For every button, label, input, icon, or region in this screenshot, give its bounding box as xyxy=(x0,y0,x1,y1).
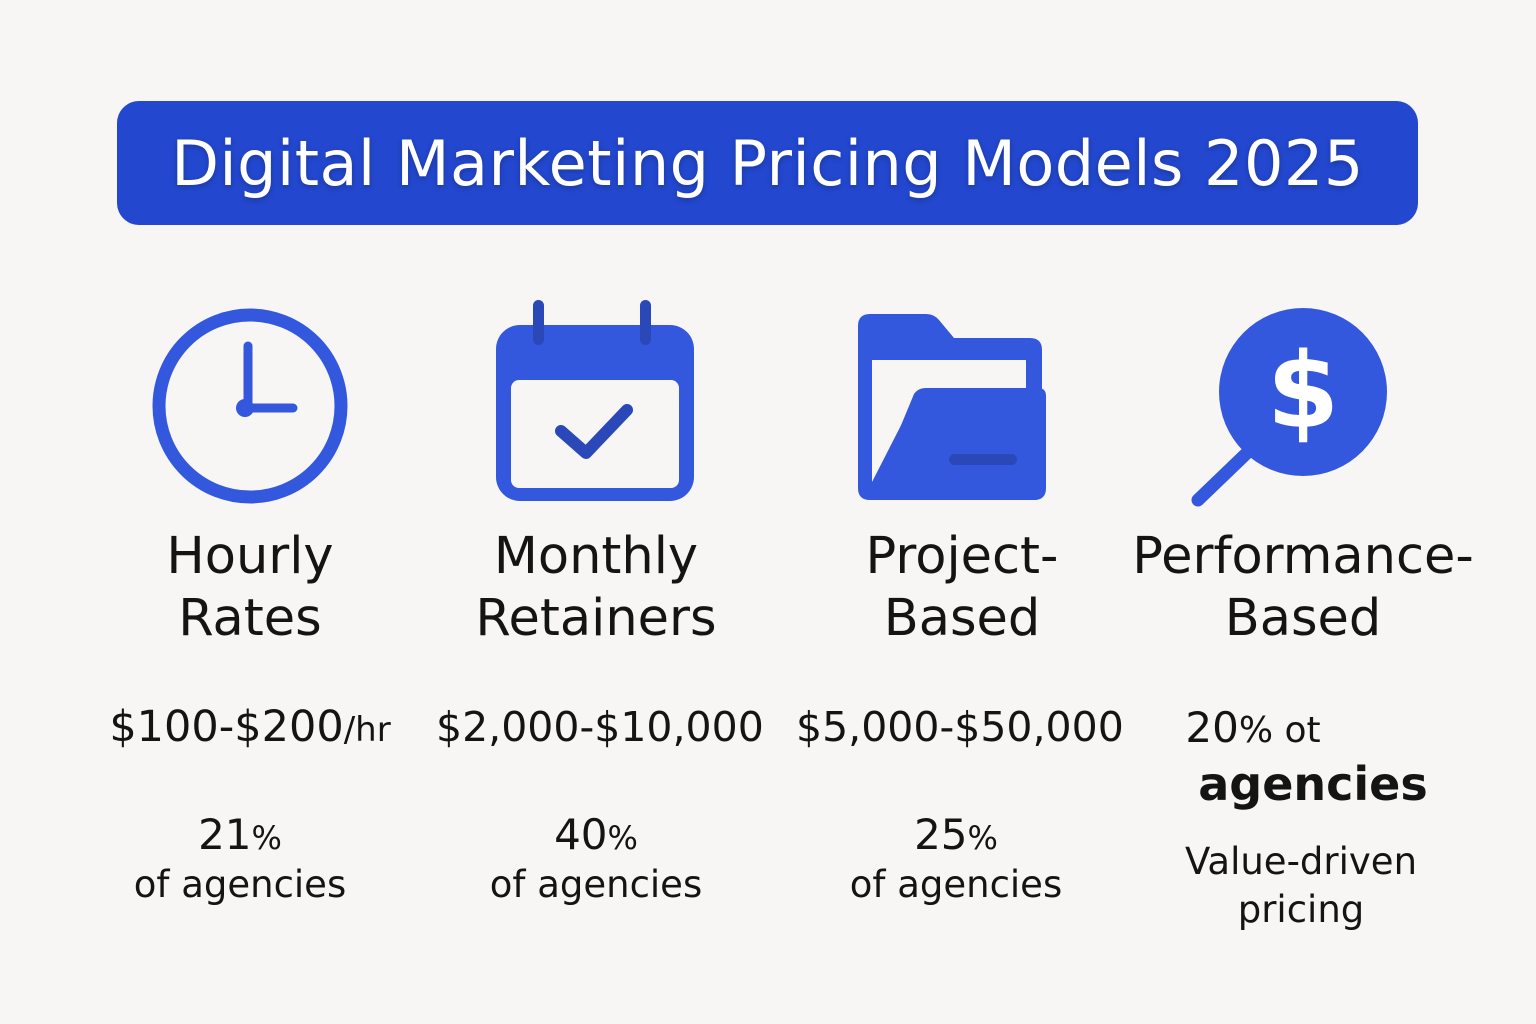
share-label: of agencies xyxy=(133,863,347,906)
price-value: $2,000-$10,000 xyxy=(436,703,764,751)
share-percent: % xyxy=(251,819,282,857)
model-name-line1: Performance- xyxy=(1132,527,1474,586)
model-project: Project- Based $5,000-$50,000 25% of age… xyxy=(796,290,1124,990)
agency-share: 40% xyxy=(436,810,756,863)
share-number: 20 xyxy=(1185,703,1239,752)
model-name-line1: Project- xyxy=(865,527,1059,586)
calendar-check-icon xyxy=(436,290,756,520)
model-name: Performance- Based xyxy=(1130,526,1476,650)
title-banner: Digital Marketing Pricing Models 2025 xyxy=(117,101,1418,225)
model-name: Hourly Rates xyxy=(90,526,410,650)
note-line1: Value-driven xyxy=(1184,840,1418,883)
page-title: Digital Marketing Pricing Models 2025 xyxy=(171,126,1364,200)
dollar-magnifier-icon: $ xyxy=(1130,290,1476,520)
share-label: of agencies xyxy=(489,863,703,906)
model-name-line2: Retainers xyxy=(475,589,717,648)
clock-icon xyxy=(90,290,410,520)
svg-text:$: $ xyxy=(1267,330,1339,452)
price-value: $100-$200 xyxy=(109,702,344,752)
note-line2: pricing xyxy=(1237,888,1365,931)
agency-share: 21% xyxy=(80,810,400,863)
price-range: $2,000-$10,000 xyxy=(436,698,764,756)
model-name-line2: Based xyxy=(1224,589,1382,648)
model-name-line2: Rates xyxy=(178,589,322,648)
share-label: of agencies xyxy=(849,863,1063,906)
model-performance: $ Performance- Based 20% ot agencies Val… xyxy=(1130,290,1476,990)
price-range: $5,000-$50,000 xyxy=(796,698,1124,756)
folder-icon xyxy=(796,290,1116,520)
share-suffix: % ot xyxy=(1238,710,1321,751)
share-number: 21 xyxy=(198,810,252,859)
share-number: 40 xyxy=(554,810,608,859)
share-percent: % xyxy=(967,819,998,857)
share-label: agencies xyxy=(1198,757,1428,811)
model-name-line1: Hourly xyxy=(166,527,334,586)
model-name: Monthly Retainers xyxy=(436,526,756,650)
share-percent: % xyxy=(607,819,638,857)
model-hourly: Hourly Rates $100-$200/hr 21% of agencie… xyxy=(90,290,410,990)
price-range: $100-$200/hr xyxy=(90,698,410,759)
model-name-line1: Monthly xyxy=(493,527,699,586)
agency-share: 25% xyxy=(796,810,1116,863)
model-name-line2: Based xyxy=(883,589,1041,648)
model-monthly: Monthly Retainers $2,000-$10,000 40% of … xyxy=(436,290,764,990)
share-number: 25 xyxy=(914,810,968,859)
model-name: Project- Based xyxy=(802,526,1122,650)
agency-share: 20% ot xyxy=(1080,703,1426,756)
price-unit: /hr xyxy=(343,710,391,750)
pricing-note: Value-driven pricing xyxy=(1128,838,1474,934)
price-value: $5,000-$50,000 xyxy=(796,703,1124,751)
